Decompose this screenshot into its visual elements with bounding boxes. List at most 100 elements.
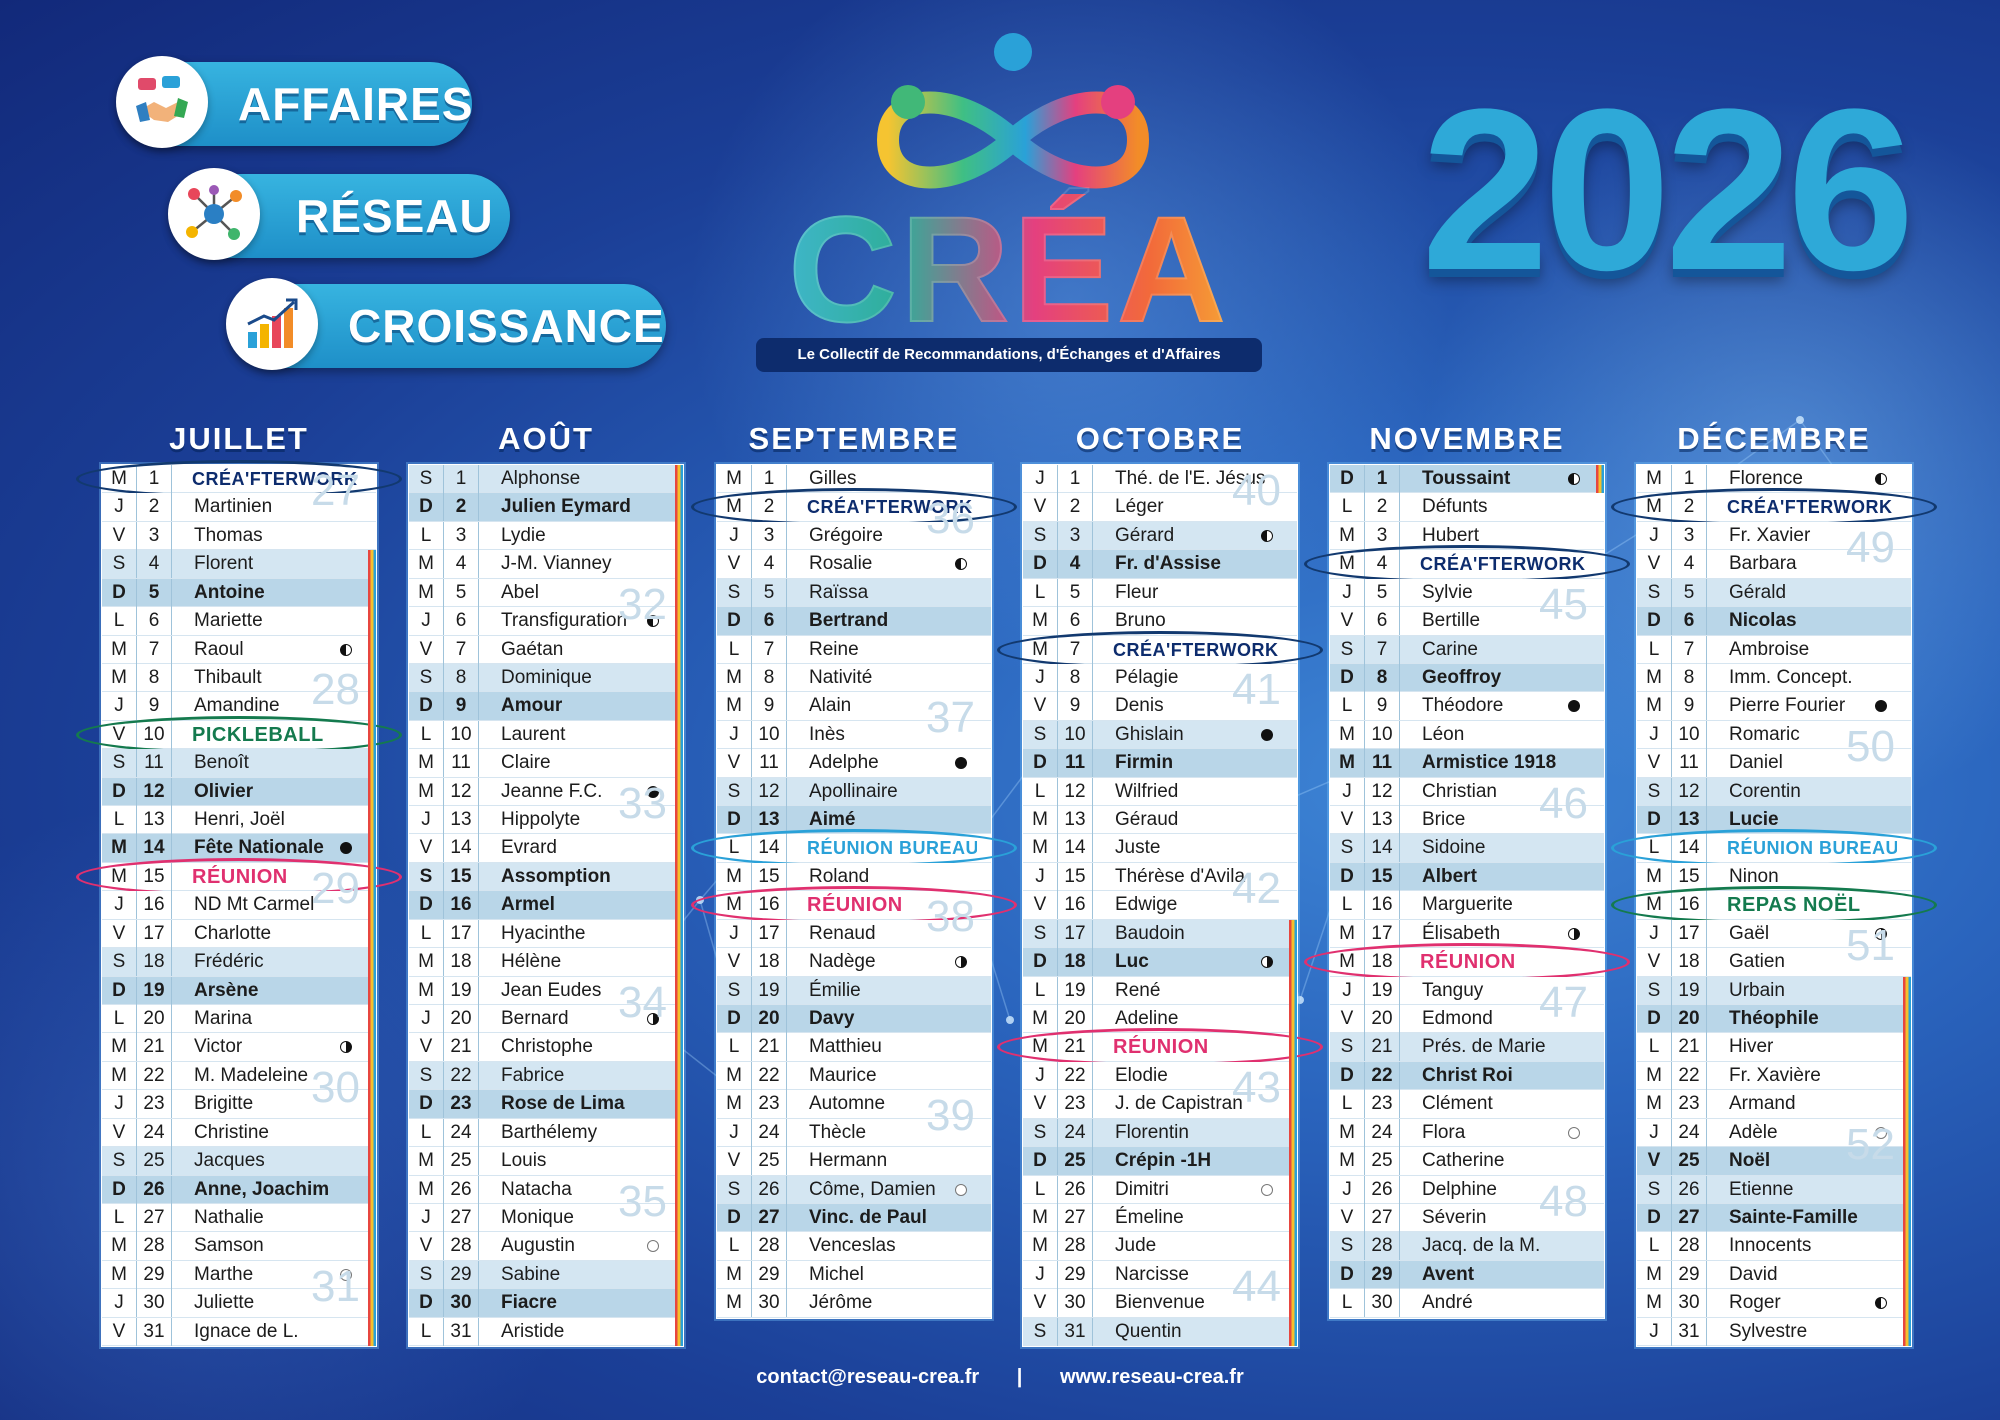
day-number: 28 xyxy=(1058,1232,1093,1261)
day-row: S 21 Prés. de Marie xyxy=(1330,1033,1604,1062)
weekday-letter: V xyxy=(1637,550,1672,579)
day-number: 9 xyxy=(137,692,172,721)
day-row: J 23 Brigitte xyxy=(102,1090,376,1119)
weekday-letter: L xyxy=(409,521,444,550)
weekday-letter: M xyxy=(1330,1147,1365,1176)
day-row: V 18 Nadège xyxy=(717,948,991,977)
saint-name: Prés. de Marie xyxy=(1422,1036,1546,1058)
day-number: 25 xyxy=(444,1147,479,1176)
weekday-letter: D xyxy=(1023,1147,1058,1176)
saint-name: Pélagie xyxy=(1115,666,1179,688)
weekday-letter: M xyxy=(409,550,444,579)
day-number: 11 xyxy=(752,749,787,778)
saint-name: Théodore xyxy=(1422,695,1504,717)
day-number: 16 xyxy=(1058,891,1093,920)
weekday-letter: J xyxy=(409,1005,444,1034)
weekday-letter: J xyxy=(1637,1118,1672,1147)
saint-name: Maurice xyxy=(809,1064,877,1086)
day-number: 31 xyxy=(444,1317,479,1346)
weekday-letter: V xyxy=(1023,692,1058,721)
slogan-affaires: AFFAIRES xyxy=(116,56,472,148)
saint-name: Henri, Joël xyxy=(194,809,285,831)
weekday-letter: S xyxy=(1023,1118,1058,1147)
day-row: S 15 Assomption xyxy=(409,862,683,892)
day-row: L 14 RÉUNION BUREAU xyxy=(1611,829,1937,868)
saint-name: Monique xyxy=(501,1206,574,1228)
saint-name: Sylvie xyxy=(1422,581,1473,603)
weekday-letter: D xyxy=(1330,663,1365,692)
weekday-letter: J xyxy=(1023,465,1058,493)
saint-name: Raoul xyxy=(194,638,244,660)
day-row: S 12 Corentin xyxy=(1637,777,1911,807)
day-number: 18 xyxy=(1365,948,1400,977)
day-row: V 2 Léger xyxy=(1023,493,1297,522)
weekday-letter: M xyxy=(409,1147,444,1176)
weekday-letter: V xyxy=(409,834,444,863)
day-row: J 20 Bernard xyxy=(409,1005,683,1034)
saint-name: Fr. Xavière xyxy=(1729,1064,1821,1086)
weekday-letter: M xyxy=(717,1260,752,1289)
day-row: S 11 Benoît xyxy=(102,749,376,778)
weekday-letter: M xyxy=(1637,862,1672,891)
weekday-letter: L xyxy=(1330,1289,1365,1318)
saint-name: Florentin xyxy=(1115,1121,1189,1143)
saint-name: Aimé xyxy=(809,809,856,831)
contact-email[interactable]: contact@reseau-crea.fr xyxy=(756,1366,980,1388)
day-number: 15 xyxy=(1672,862,1707,891)
day-number: 20 xyxy=(137,1005,172,1034)
weekday-letter: J xyxy=(102,1289,137,1318)
day-row: M 17 Élisabeth xyxy=(1330,919,1604,949)
weekday-letter: S xyxy=(1023,720,1058,749)
saint-name: Émeline xyxy=(1115,1206,1184,1228)
month-3: SEPTEMBRE M 1 Gilles M 2 CRÉA'FTERWORK J 3 Grégoi… xyxy=(691,414,1017,1319)
day-number: 2 xyxy=(1672,493,1707,522)
day-row: V 31 Ignace de L. xyxy=(102,1317,376,1347)
weekday-letter: V xyxy=(102,1118,137,1147)
saint-name: Gilles xyxy=(809,468,857,489)
day-row: M 2 CRÉA'FTERWORK xyxy=(691,488,1017,527)
day-number: 10 xyxy=(1672,720,1707,749)
weekday-letter: M xyxy=(1637,1260,1672,1289)
saint-name: Aristide xyxy=(501,1320,565,1342)
network-node xyxy=(696,896,704,904)
day-row: J 22 Elodie xyxy=(1023,1061,1297,1091)
day-row: L 27 Nathalie xyxy=(102,1203,376,1233)
saint-name: Marthe xyxy=(194,1263,254,1285)
day-number: 5 xyxy=(137,578,172,607)
saint-name: Carine xyxy=(1422,638,1478,660)
saint-name: Fr. Xavier xyxy=(1729,524,1811,546)
saint-name: Léger xyxy=(1115,496,1164,518)
day-number: 17 xyxy=(1672,919,1707,948)
day-row: V 20 Edmond xyxy=(1330,1005,1604,1034)
day-row: S 14 Sidoine xyxy=(1330,834,1604,863)
saint-name: Renaud xyxy=(809,922,876,944)
day-row: J 19 Tanguy xyxy=(1330,976,1604,1006)
weekday-letter: J xyxy=(1023,663,1058,692)
day-number: 14 xyxy=(444,834,479,863)
saint-name: Edwige xyxy=(1115,894,1178,916)
day-row: L 24 Barthélemy xyxy=(409,1118,683,1148)
day-number: 8 xyxy=(1672,663,1707,692)
weekday-letter: J xyxy=(1637,521,1672,550)
saint-name: Hippolyte xyxy=(501,809,581,831)
day-number: 17 xyxy=(1058,919,1093,948)
saint-name: Samson xyxy=(194,1235,264,1257)
weekday-letter: S xyxy=(1637,976,1672,1005)
weekday-letter: L xyxy=(1023,976,1058,1005)
day-number: 2 xyxy=(137,493,172,522)
weekday-letter: L xyxy=(1637,1232,1672,1261)
day-row: L 13 Henri, Joël xyxy=(102,806,376,835)
saint-name: Ninon xyxy=(1729,865,1779,887)
weekday-letter: S xyxy=(1023,1317,1058,1346)
day-number: 14 xyxy=(752,834,787,863)
day-number: 8 xyxy=(444,663,479,692)
weekday-letter: L xyxy=(1023,777,1058,806)
day-number: 28 xyxy=(1672,1232,1707,1261)
event-label: CRÉA'FTERWORK xyxy=(1420,554,1586,575)
day-row: D 2 Julien Eymard xyxy=(409,493,683,522)
weekday-letter: L xyxy=(102,607,137,636)
event-label: RÉUNION xyxy=(192,865,288,888)
day-number: 31 xyxy=(137,1317,172,1346)
saint-name: Venceslas xyxy=(809,1235,896,1257)
website-link[interactable]: www.reseau-crea.fr xyxy=(1059,1366,1244,1388)
